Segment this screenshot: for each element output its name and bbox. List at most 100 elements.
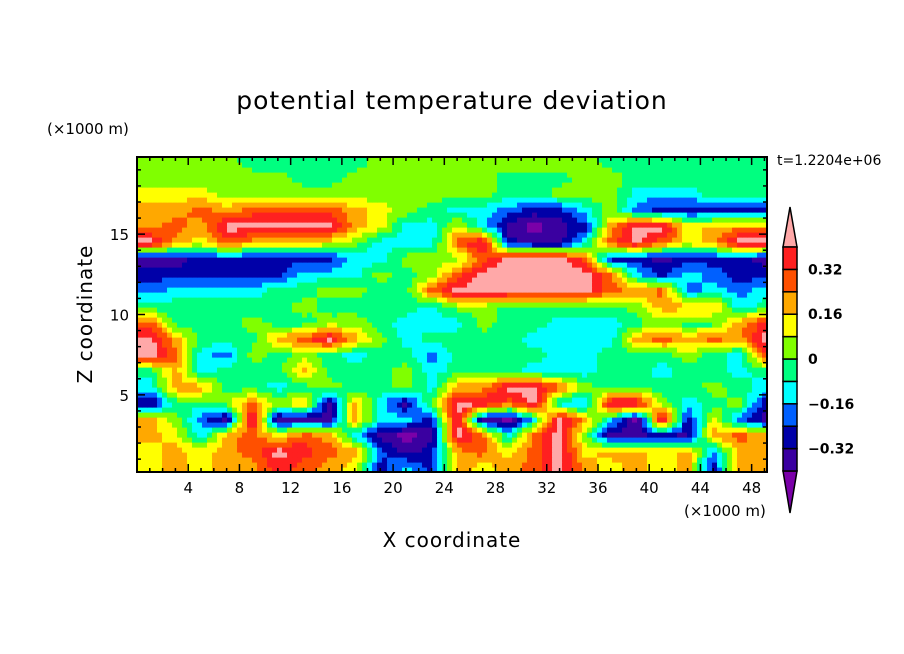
contour-cell <box>177 427 183 433</box>
contour-cell <box>307 292 313 298</box>
contour-cell <box>627 327 633 333</box>
contour-cell <box>492 457 498 463</box>
contour-cell <box>257 312 263 318</box>
contour-cell <box>227 347 233 353</box>
contour-cell <box>347 317 353 323</box>
contour-cell <box>162 322 168 328</box>
contour-cell <box>732 452 738 458</box>
contour-cell <box>252 282 258 288</box>
contour-cell <box>457 457 463 463</box>
contour-cell <box>607 302 613 308</box>
contour-cell <box>512 272 518 278</box>
contour-cell <box>272 397 278 403</box>
contour-cell <box>547 397 553 403</box>
contour-cell <box>177 282 183 288</box>
contour-cell <box>372 272 378 278</box>
contour-cell <box>267 422 273 428</box>
contour-cell <box>257 307 263 313</box>
contour-cell <box>507 327 513 333</box>
contour-cell <box>157 442 163 448</box>
contour-cell <box>667 297 673 303</box>
contour-cell <box>227 467 233 473</box>
contour-cell <box>162 292 168 298</box>
contour-cell <box>437 307 443 313</box>
contour-cell <box>567 412 573 418</box>
contour-cell <box>727 307 733 313</box>
contour-cell <box>152 317 158 323</box>
contour-cell <box>352 362 358 368</box>
contour-cell <box>747 317 753 323</box>
contour-cell <box>382 377 388 383</box>
contour-cell <box>662 447 668 453</box>
contour-cell <box>722 282 728 288</box>
contour-cell <box>617 437 623 443</box>
contour-cell <box>412 382 418 388</box>
contour-cell <box>702 397 708 403</box>
contour-cell <box>332 447 338 453</box>
contour-cell <box>402 367 408 373</box>
contour-cell <box>722 377 728 383</box>
contour-cell <box>467 337 473 343</box>
contour-cell <box>267 402 273 408</box>
contour-cell <box>217 397 223 403</box>
contour-cell <box>177 347 183 353</box>
contour-cell <box>347 362 353 368</box>
contour-cell <box>322 367 328 373</box>
contour-cell <box>227 462 233 468</box>
contour-cell <box>652 422 658 428</box>
contour-cell <box>282 462 288 468</box>
contour-cell <box>382 352 388 358</box>
contour-cell <box>692 407 698 413</box>
contour-cell <box>292 387 298 393</box>
contour-cell <box>672 362 678 368</box>
contour-cell <box>162 367 168 373</box>
contour-cell <box>417 332 423 338</box>
contour-cell <box>427 422 433 428</box>
contour-cell <box>667 312 673 318</box>
contour-cell <box>342 277 348 283</box>
contour-cell <box>492 377 498 383</box>
contour-cell <box>517 292 523 298</box>
contour-cell <box>512 372 518 378</box>
contour-cell <box>147 402 153 408</box>
contour-cell <box>542 427 548 433</box>
contour-cell <box>582 327 588 333</box>
contour-cell <box>142 277 148 283</box>
contour-cell <box>522 332 528 338</box>
contour-cell <box>417 452 423 458</box>
contour-cell <box>497 302 503 308</box>
contour-cell <box>747 372 753 378</box>
contour-cell <box>287 367 293 373</box>
contour-cell <box>612 287 618 293</box>
contour-cell <box>457 382 463 388</box>
contour-cell <box>377 397 383 403</box>
contour-cell <box>207 332 213 338</box>
contour-cell <box>717 382 723 388</box>
contour-cell <box>292 417 298 423</box>
contour-cell <box>352 337 358 343</box>
contour-cell <box>597 392 603 398</box>
contour-cell <box>712 332 718 338</box>
contour-cell <box>397 402 403 408</box>
contour-cell <box>387 362 393 368</box>
contour-cell <box>297 377 303 383</box>
contour-cell <box>272 322 278 328</box>
contour-cell <box>352 332 358 338</box>
contour-cell <box>682 457 688 463</box>
contour-cell <box>422 357 428 363</box>
contour-cell <box>552 292 558 298</box>
contour-cell <box>537 297 543 303</box>
contour-cell <box>702 277 708 283</box>
contour-cell <box>452 337 458 343</box>
contour-cell <box>512 332 518 338</box>
contour-cell <box>492 342 498 348</box>
contour-cell <box>302 462 308 468</box>
contour-cell <box>702 412 708 418</box>
contour-cell <box>342 437 348 443</box>
contour-cell <box>492 297 498 303</box>
contour-cell <box>642 332 648 338</box>
contour-cell <box>677 282 683 288</box>
contour-cell <box>157 462 163 468</box>
contour-cell <box>472 427 478 433</box>
contour-cell <box>557 332 563 338</box>
